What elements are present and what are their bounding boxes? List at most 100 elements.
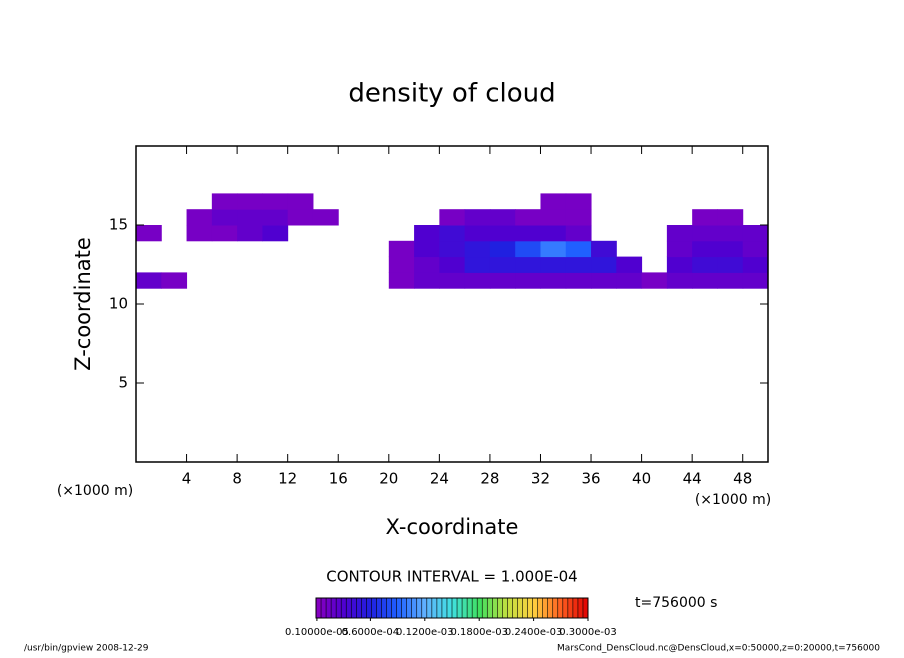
x-tick-label: 8 [232, 470, 242, 488]
chart-title: density of cloud [348, 79, 555, 109]
cell [540, 209, 567, 226]
cell [692, 225, 718, 242]
colorbar-stripe [391, 598, 397, 618]
cell [388, 272, 415, 289]
colorbar-stripe [366, 598, 372, 618]
cell [565, 225, 592, 242]
cell [692, 240, 718, 258]
colorbar-stripe [492, 598, 498, 618]
cell [136, 225, 162, 242]
colorbar-stripe [477, 598, 483, 618]
cell [515, 272, 541, 289]
x-tick-label: 28 [480, 470, 499, 488]
cell [439, 225, 466, 242]
colorbar-stripe [467, 598, 473, 618]
cell [616, 272, 643, 289]
colorbar-tick-label: 0.1200e-03 [396, 627, 453, 638]
cell [237, 209, 263, 226]
colorbar-frame [315, 597, 589, 619]
colorbar-stripe [411, 598, 418, 618]
cell [287, 193, 314, 210]
cell [717, 240, 744, 258]
cell [439, 272, 466, 289]
colorbar-stripe [552, 598, 559, 618]
cell [591, 272, 617, 289]
cell [565, 256, 592, 273]
cell [742, 256, 769, 273]
cell [565, 209, 592, 226]
colorbar-stripe [527, 598, 533, 618]
colorbar-stripe [577, 598, 584, 618]
colorbar-stripe [572, 598, 579, 618]
colorbar-tick-label: 0.6000e-04 [342, 627, 399, 638]
colorbar-stripe [562, 598, 569, 618]
cell [464, 209, 491, 226]
cell [565, 193, 592, 210]
cell [666, 225, 693, 242]
cell [186, 209, 213, 226]
colorbar-stripe [381, 598, 387, 618]
cell [515, 256, 541, 273]
cell [515, 209, 541, 226]
colorbar-stripe [346, 598, 352, 618]
colorbar-stripe [331, 598, 337, 618]
cell [439, 209, 466, 226]
colorbar-stripe [436, 598, 443, 618]
colorbar-stripe [522, 598, 528, 618]
colorbar-tick-label: 0.10000e-05 [285, 627, 349, 638]
cell [464, 256, 491, 273]
x-tick-label: 4 [182, 470, 192, 488]
cell [489, 256, 516, 273]
cell [717, 272, 744, 289]
cell [742, 225, 769, 242]
time-label: t=756000 s [635, 595, 717, 611]
colorbar-stripe [441, 598, 448, 618]
colorbar-stripe [537, 598, 543, 618]
colorbar-tick-label: 0.1800e-03 [450, 627, 507, 638]
colorbar-stripe [326, 598, 332, 618]
cell [464, 240, 491, 258]
x-tick-label: 12 [278, 470, 297, 488]
cell [515, 240, 541, 258]
x-tick-label: 24 [430, 470, 449, 488]
cell [666, 240, 693, 258]
x-tick-label: 16 [329, 470, 348, 488]
x-axis-label: X-coordinate [386, 515, 519, 539]
colorbar-stripe [401, 598, 407, 618]
colorbar-stripe [547, 598, 554, 618]
cell [692, 272, 718, 289]
cell [692, 209, 718, 226]
y-axis-label: Z-coordinate [71, 237, 95, 371]
colorbar-stripe [517, 598, 523, 618]
cell [591, 240, 617, 258]
colorbar-stripe [361, 598, 367, 618]
y-tick-label: 15 [109, 216, 128, 234]
footer-right: MarsCond_DensCloud.nc@DensCloud,x=0:5000… [557, 644, 880, 654]
colorbar-tick-label: 0.3000e-03 [559, 627, 616, 638]
cell [692, 256, 718, 273]
colorbar-stripe [452, 598, 458, 618]
cell [439, 256, 466, 273]
colorbar-stripe [462, 598, 468, 618]
colorbar-stripe [567, 598, 574, 618]
cell [262, 193, 289, 210]
y-tick-label: 5 [118, 374, 128, 392]
cell [388, 256, 415, 273]
cell [565, 240, 592, 258]
colorbar-stripe [482, 598, 488, 618]
x-tick-label: 44 [683, 470, 702, 488]
cell [591, 256, 617, 273]
cell [161, 272, 188, 289]
colorbar-stripe [416, 598, 423, 618]
cell [237, 193, 263, 210]
cell [414, 272, 440, 289]
colorbar-stripe [351, 598, 357, 618]
colorbar-stripe [386, 598, 392, 618]
colorbar-stripe [497, 598, 503, 618]
cell [565, 272, 592, 289]
cell [414, 256, 440, 273]
cell [515, 225, 541, 242]
y-tick-label: 10 [109, 295, 128, 313]
x-tick-label: 40 [632, 470, 651, 488]
